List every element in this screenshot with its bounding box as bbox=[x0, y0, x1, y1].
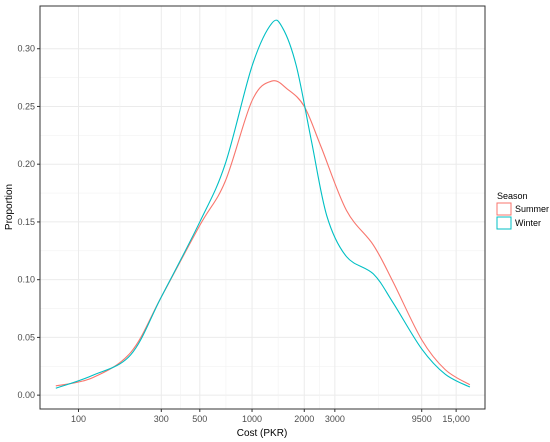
legend-label: Summer bbox=[515, 204, 549, 214]
y-tick-label: 0.00 bbox=[17, 390, 35, 400]
x-tick-label: 2000 bbox=[294, 414, 314, 424]
x-axis-ticks: 100 300 500 1000 2000 3000 9500 15,000 bbox=[71, 409, 470, 424]
x-axis-title: Cost (PKR) bbox=[237, 428, 288, 439]
x-tick-label: 3000 bbox=[325, 414, 345, 424]
y-axis-ticks: 0.00 0.05 0.10 0.15 0.20 0.25 0.30 bbox=[17, 44, 40, 400]
legend-item-summer: Summer bbox=[496, 202, 549, 216]
x-tick-label: 500 bbox=[192, 414, 207, 424]
legend-item-winter: Winter bbox=[496, 216, 541, 230]
series-lines bbox=[55, 19, 471, 389]
y-tick-label: 0.05 bbox=[17, 332, 35, 342]
y-tick-label: 0.30 bbox=[17, 44, 35, 54]
grid-lines bbox=[40, 6, 485, 409]
y-tick-label: 0.15 bbox=[17, 217, 35, 227]
panel-background bbox=[40, 6, 485, 409]
y-tick-label: 0.10 bbox=[17, 275, 35, 285]
x-tick-label: 9500 bbox=[412, 414, 432, 424]
legend: Season Summer Winter bbox=[496, 191, 549, 230]
legend-label: Winter bbox=[515, 218, 541, 228]
legend-title: Season bbox=[497, 191, 528, 201]
panel-border bbox=[39, 5, 486, 410]
y-tick-label: 0.20 bbox=[17, 159, 35, 169]
y-axis-title: Proportion bbox=[4, 184, 15, 230]
series-line-winter bbox=[55, 19, 471, 389]
x-tick-label: 300 bbox=[154, 414, 169, 424]
x-tick-label: 1000 bbox=[242, 414, 262, 424]
y-tick-label: 0.25 bbox=[17, 101, 35, 111]
legend-key bbox=[496, 216, 512, 230]
legend-key bbox=[496, 202, 512, 216]
x-tick-label: 15,000 bbox=[442, 414, 470, 424]
legend-items: Summer Winter bbox=[496, 202, 549, 230]
x-tick-label: 100 bbox=[71, 414, 86, 424]
